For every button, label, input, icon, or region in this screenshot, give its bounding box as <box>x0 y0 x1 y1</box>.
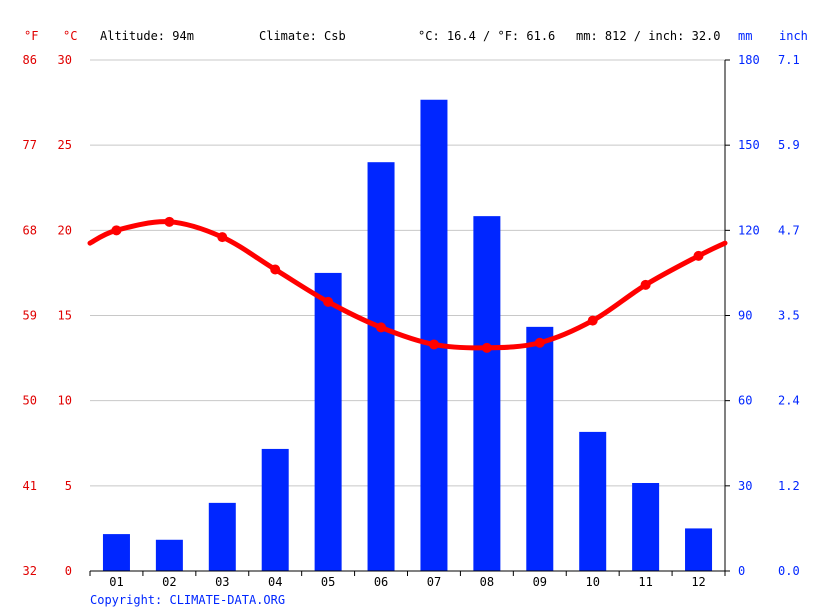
y-right-tick-label-mm: 120 <box>738 223 760 237</box>
y-right-tick-label-inch: 4.7 <box>778 223 800 237</box>
y-right-tick-label-mm: 0 <box>738 564 745 578</box>
x-tick-label: 12 <box>691 575 705 589</box>
y-right-tick-label-mm: 90 <box>738 309 752 323</box>
y-right-tick-label-mm: 150 <box>738 138 760 152</box>
precipitation-bars <box>102 99 713 571</box>
temperature-point <box>693 250 704 261</box>
y-left-tick-label-c: 5 <box>65 479 72 493</box>
y-left-tick-label-c: 25 <box>58 138 72 152</box>
unit-fahrenheit-label: °F <box>24 29 38 43</box>
y-left-tick-label-c: 15 <box>58 309 72 323</box>
y-left-tick-label-c: 30 <box>58 53 72 67</box>
altitude-label: Altitude: 94m <box>100 29 194 43</box>
x-tick-label: 07 <box>427 575 441 589</box>
y-left-tick-label-c: 20 <box>58 223 72 237</box>
temperature-point <box>164 216 175 227</box>
x-tick-label: 04 <box>268 575 282 589</box>
y-left-tick-label-f: 77 <box>23 138 37 152</box>
precip-bar <box>367 162 395 571</box>
y-right-tick-label-mm: 60 <box>738 394 752 408</box>
copyright-link[interactable]: Copyright: CLIMATE-DATA.ORG <box>90 593 285 607</box>
x-tick-label: 01 <box>109 575 123 589</box>
x-tick-label: 06 <box>374 575 388 589</box>
unit-celsius-label: °C <box>63 29 77 43</box>
x-tick-label: 10 <box>585 575 599 589</box>
y-right-tick-label-inch: 5.9 <box>778 138 800 152</box>
temperature-point <box>270 264 281 275</box>
x-tick-label: 02 <box>162 575 176 589</box>
precip-bar <box>261 448 289 571</box>
y-left-tick-label-f: 32 <box>23 564 37 578</box>
y-left-tick-label-c: 0 <box>65 564 72 578</box>
temperature-point <box>111 225 122 236</box>
y-right-tick-label-inch: 1.2 <box>778 479 800 493</box>
y-left-tick-label-f: 68 <box>23 223 37 237</box>
temp-average-label: °C: 16.4 / °F: 61.6 <box>418 29 555 43</box>
temperature-point <box>323 296 334 307</box>
x-tick-label: 03 <box>215 575 229 589</box>
precip-bar <box>314 272 342 571</box>
precip-bar <box>102 534 130 571</box>
precip-bar <box>579 431 607 571</box>
x-tick-label: 11 <box>638 575 652 589</box>
y-left-tick-label-c: 10 <box>58 394 72 408</box>
unit-mm-label: mm <box>738 29 752 43</box>
temperature-point <box>587 315 598 326</box>
gridlines <box>90 59 725 487</box>
precip-bar <box>632 482 660 571</box>
y-left-tick-label-f: 50 <box>23 394 37 408</box>
axes <box>89 59 730 576</box>
temperature-point <box>534 337 545 348</box>
y-right-tick-label-mm: 30 <box>738 479 752 493</box>
y-right-tick-label-inch: 3.5 <box>778 309 800 323</box>
climate-label: Climate: Csb <box>259 29 346 43</box>
temperature-point <box>640 279 651 290</box>
precip-bar <box>420 99 448 571</box>
temperature-point <box>481 342 492 353</box>
y-right-tick-label-inch: 2.4 <box>778 394 800 408</box>
precip-bar <box>473 216 501 571</box>
y-left-tick-label-f: 86 <box>23 53 37 67</box>
precip-bar <box>155 539 183 571</box>
unit-inch-label: inch <box>779 29 808 43</box>
y-right-tick-label-inch: 7.1 <box>778 53 800 67</box>
precip-bar <box>208 502 236 571</box>
x-tick-label: 08 <box>480 575 494 589</box>
precip-total-label: mm: 812 / inch: 32.0 <box>576 29 721 43</box>
y-right-tick-label-mm: 180 <box>738 53 760 67</box>
y-left-tick-label-f: 41 <box>23 479 37 493</box>
precip-bar <box>685 528 713 571</box>
y-left-tick-label-f: 59 <box>23 309 37 323</box>
x-tick-label: 09 <box>533 575 547 589</box>
y-right-tick-label-inch: 0.0 <box>778 564 800 578</box>
temperature-point <box>376 322 387 333</box>
x-tick-label: 05 <box>321 575 335 589</box>
temperature-point <box>217 232 228 243</box>
temperature-point <box>428 339 439 350</box>
temperature-line <box>87 216 728 353</box>
temperature-series-line <box>87 219 728 351</box>
tick-labels: 32 0 41 5 50 10 59 15 68 20 77 25 86 30 0 0.0 30 1.2 60 2.4… <box>23 53 800 589</box>
precip-bar <box>526 326 554 571</box>
